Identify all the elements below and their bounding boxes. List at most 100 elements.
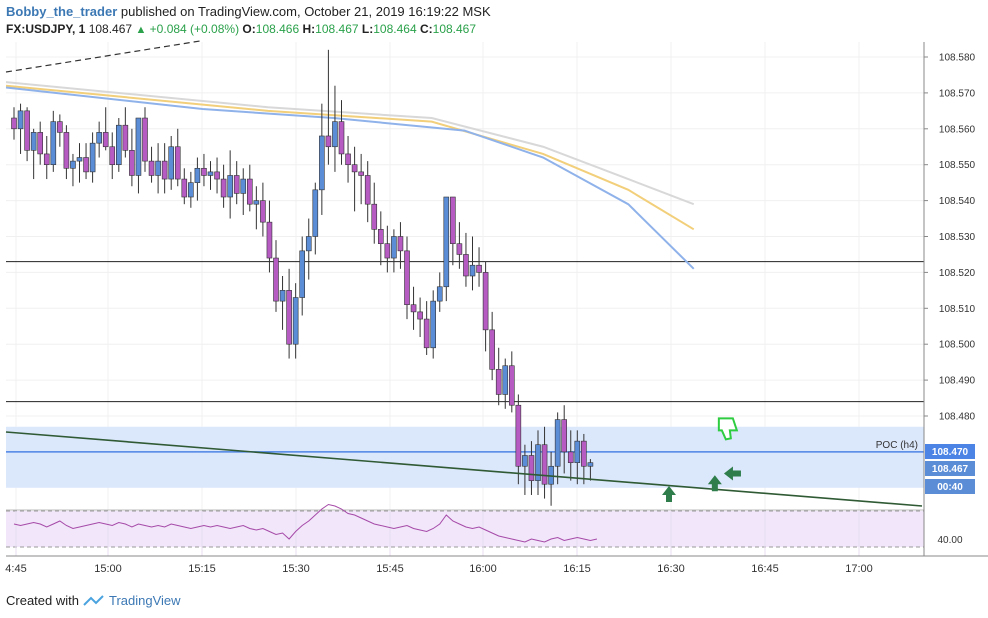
thumbs-down-icon: [717, 417, 739, 441]
candle-body: [161, 160, 168, 180]
candle-body: [266, 221, 273, 259]
candle-body: [587, 462, 594, 467]
candle-body: [469, 264, 476, 277]
change-value: +0.084 (+0.08%): [149, 22, 240, 36]
candle-body: [247, 178, 253, 205]
current-price-bg: [925, 444, 975, 459]
candle-body: [142, 117, 148, 162]
candle-body: [450, 196, 456, 244]
candle-body: [168, 146, 174, 180]
candle-body: [37, 132, 44, 155]
price-tick-label: 108.480: [939, 412, 976, 423]
candle-body: [391, 236, 397, 259]
low-label: L:: [361, 22, 374, 36]
candle-body: [122, 124, 129, 151]
candle-body: [417, 311, 423, 320]
price-tick-label: 108.490: [939, 376, 976, 387]
candle-body: [541, 444, 548, 485]
candle-body: [240, 178, 247, 194]
candle-body: [508, 365, 515, 406]
candle-body: [148, 160, 155, 176]
candle-body: [377, 229, 384, 244]
time-tick-label: 16:30: [657, 563, 685, 575]
candle-body: [423, 318, 430, 349]
candle-body: [57, 121, 63, 133]
candle-body: [495, 369, 502, 395]
candle-body: [338, 121, 345, 155]
candle-body: [554, 419, 561, 467]
candle-body: [430, 300, 437, 349]
symbol-label: FX:USDJPY, 1: [6, 22, 86, 36]
candle-body: [319, 135, 325, 191]
candle-body: [463, 254, 469, 277]
candle-body: [325, 135, 332, 148]
brand-name[interactable]: TradingView: [108, 593, 181, 608]
candle-body: [489, 329, 495, 370]
candle-body: [116, 124, 122, 166]
open-label: O:: [242, 22, 256, 36]
last-price: 108.467: [88, 22, 133, 36]
moving-averages: [5, 81, 695, 270]
open-value: 108.466: [255, 22, 300, 36]
footer: Created with TradingView: [6, 593, 181, 608]
candle-body: [155, 160, 161, 176]
candle-body: [129, 150, 135, 176]
candle-body: [371, 203, 378, 230]
time-axis[interactable]: 4:45 15:00 15:15 15:30 15:45 16:00 16:15 16:30 1…: [5, 563, 872, 575]
candle-body: [535, 444, 541, 481]
candle-body: [11, 117, 17, 130]
candle-body: [574, 440, 581, 463]
candle-body: [63, 132, 70, 169]
candle-body: [581, 440, 587, 467]
candle-body: [299, 250, 306, 298]
candle-body: [397, 236, 404, 252]
price-tick-label: 108.520: [939, 268, 976, 279]
candle-body: [502, 365, 509, 395]
candle-body: [135, 117, 142, 176]
close-price-tag: 108.467: [925, 461, 975, 476]
current-price-value: 108.470: [932, 447, 969, 458]
candle-body: [220, 178, 227, 198]
candle-body: [194, 167, 201, 183]
time-tick-label: 16:45: [751, 563, 779, 575]
candle-body: [17, 110, 24, 130]
candle-body: [404, 250, 410, 306]
candle-body: [482, 272, 489, 331]
price-axis[interactable]: 108.580 108.570 108.560 108.550 108.540 108.5…: [924, 53, 976, 423]
price-tick-label: 108.500: [939, 340, 976, 351]
countdown-tag: 00:40: [925, 479, 975, 494]
price-tick-label: 108.530: [939, 232, 976, 243]
candle-body: [528, 455, 535, 481]
author-name[interactable]: Bobby_the_trader: [6, 4, 118, 19]
candle-body: [476, 264, 482, 273]
candle-body: [233, 175, 240, 194]
left-arrow-icon: [723, 466, 741, 481]
current-price-tag: 108.470: [925, 444, 975, 459]
countdown-value: 00:40: [937, 482, 963, 493]
candle-body: [207, 171, 214, 176]
publish-line: Bobby_the_trader published on TradingVie…: [6, 4, 491, 19]
candle-body: [174, 146, 181, 180]
candle-body: [436, 286, 443, 302]
price-tick-label: 108.580: [939, 53, 976, 64]
dashed-trendline: [5, 40, 201, 73]
candle-body: [76, 157, 83, 162]
candle-body: [443, 196, 450, 288]
candle-body: [279, 290, 286, 302]
moving-average-line: [5, 86, 695, 270]
moving-average-line: [5, 81, 695, 206]
close-price-value: 108.467: [932, 464, 969, 475]
low-value: 108.464: [373, 22, 417, 36]
candle-body: [89, 142, 96, 173]
candle-body: [227, 175, 233, 198]
candle-body: [188, 182, 194, 198]
poc-label: POC (h4): [876, 440, 918, 451]
candle-body: [332, 121, 338, 148]
candle-body: [515, 404, 522, 467]
up-triangle-icon: ▲: [135, 24, 147, 36]
price-tick-label: 108.560: [939, 124, 976, 135]
high-label: H:: [302, 22, 316, 36]
rsi-gridlines: [15, 511, 860, 556]
ohlc-line: FX:USDJPY, 1 108.467 ▲ +0.084 (+0.08%) O…: [6, 22, 476, 36]
